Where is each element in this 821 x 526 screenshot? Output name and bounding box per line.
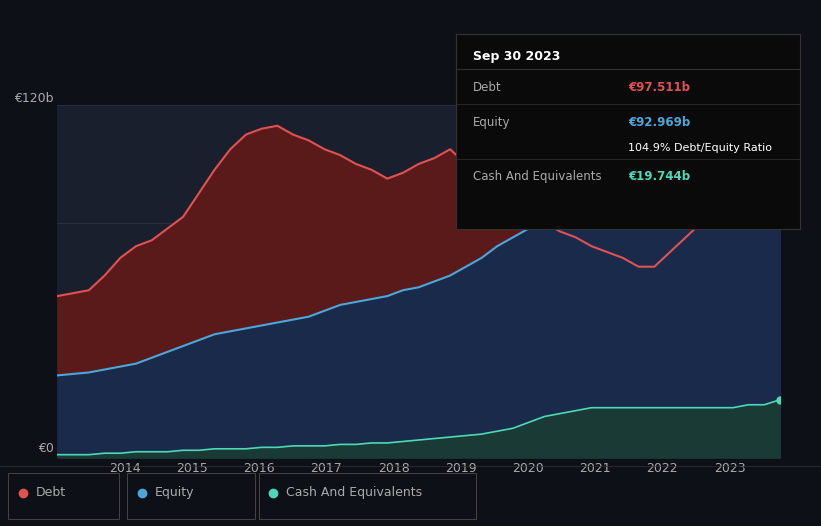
Text: Cash And Equivalents: Cash And Equivalents [286, 486, 422, 499]
Text: Debt: Debt [473, 81, 502, 94]
Bar [259, 473, 476, 519]
Text: Sep 30 2023: Sep 30 2023 [473, 50, 560, 63]
Bar [127, 473, 255, 519]
Text: €0: €0 [38, 442, 54, 454]
Text: Cash And Equivalents: Cash And Equivalents [473, 170, 602, 184]
Text: Equity: Equity [154, 486, 194, 499]
Text: Debt: Debt [35, 486, 66, 499]
Text: €97.511b: €97.511b [628, 81, 690, 94]
Text: 104.9% Debt/Equity Ratio: 104.9% Debt/Equity Ratio [628, 143, 772, 153]
Text: €19.744b: €19.744b [628, 170, 690, 184]
Bar [8, 473, 119, 519]
Text: Equity: Equity [473, 116, 511, 129]
Text: €92.969b: €92.969b [628, 116, 690, 129]
Text: €120b: €120b [14, 92, 54, 105]
